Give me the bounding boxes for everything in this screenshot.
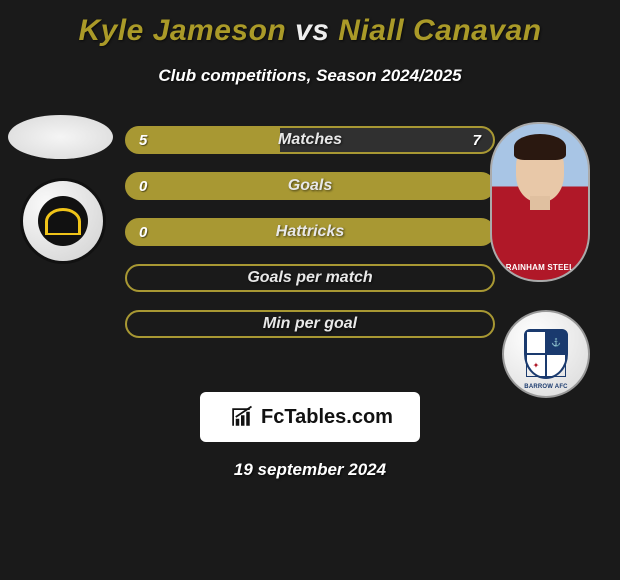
stat-left-value: 0 [139, 224, 159, 241]
kit-sponsor-text: RAINHAM STEEL [492, 263, 588, 272]
fctables-badge[interactable]: FcTables.com [200, 392, 420, 442]
stat-left-value: 5 [139, 132, 159, 149]
player1-club-badge [20, 178, 106, 264]
stat-row: 5 Matches 7 [125, 126, 495, 154]
subtitle: Club competitions, Season 2024/2025 [158, 66, 461, 86]
player1-name: Kyle Jameson [78, 14, 286, 47]
stat-row: 0 Hattricks [125, 218, 495, 246]
player1-silhouette [8, 115, 113, 159]
stat-left-value: 0 [139, 178, 159, 195]
snapshot-date: 19 september 2024 [234, 460, 386, 480]
stat-label: Goals [288, 177, 332, 195]
fctables-text: FcTables.com [261, 406, 393, 429]
stat-row: Goals per match [125, 264, 495, 292]
stat-right-value: 7 [461, 132, 481, 149]
badge-right-name: BARROW AFC [524, 384, 567, 390]
page-title: Kyle Jameson vs Niall Canavan [78, 14, 541, 48]
stats-list: 5 Matches 7 0 Goals 0 Hattricks Goals per match… [125, 126, 495, 338]
stat-label: Hattricks [276, 223, 344, 241]
player2-club-badge: ⚓ ✦ BARROW AFC [502, 310, 590, 398]
player2-portrait: RAINHAM STEEL [490, 122, 590, 282]
stat-row: Min per goal [125, 310, 495, 338]
stat-label: Matches [278, 131, 342, 149]
stat-label: Min per goal [263, 315, 357, 333]
player2-name: Niall Canavan [338, 14, 541, 47]
stat-row: 0 Goals [125, 172, 495, 200]
fctables-logo-icon [227, 403, 255, 431]
stat-label: Goals per match [247, 269, 372, 287]
vs-text: vs [295, 14, 329, 47]
